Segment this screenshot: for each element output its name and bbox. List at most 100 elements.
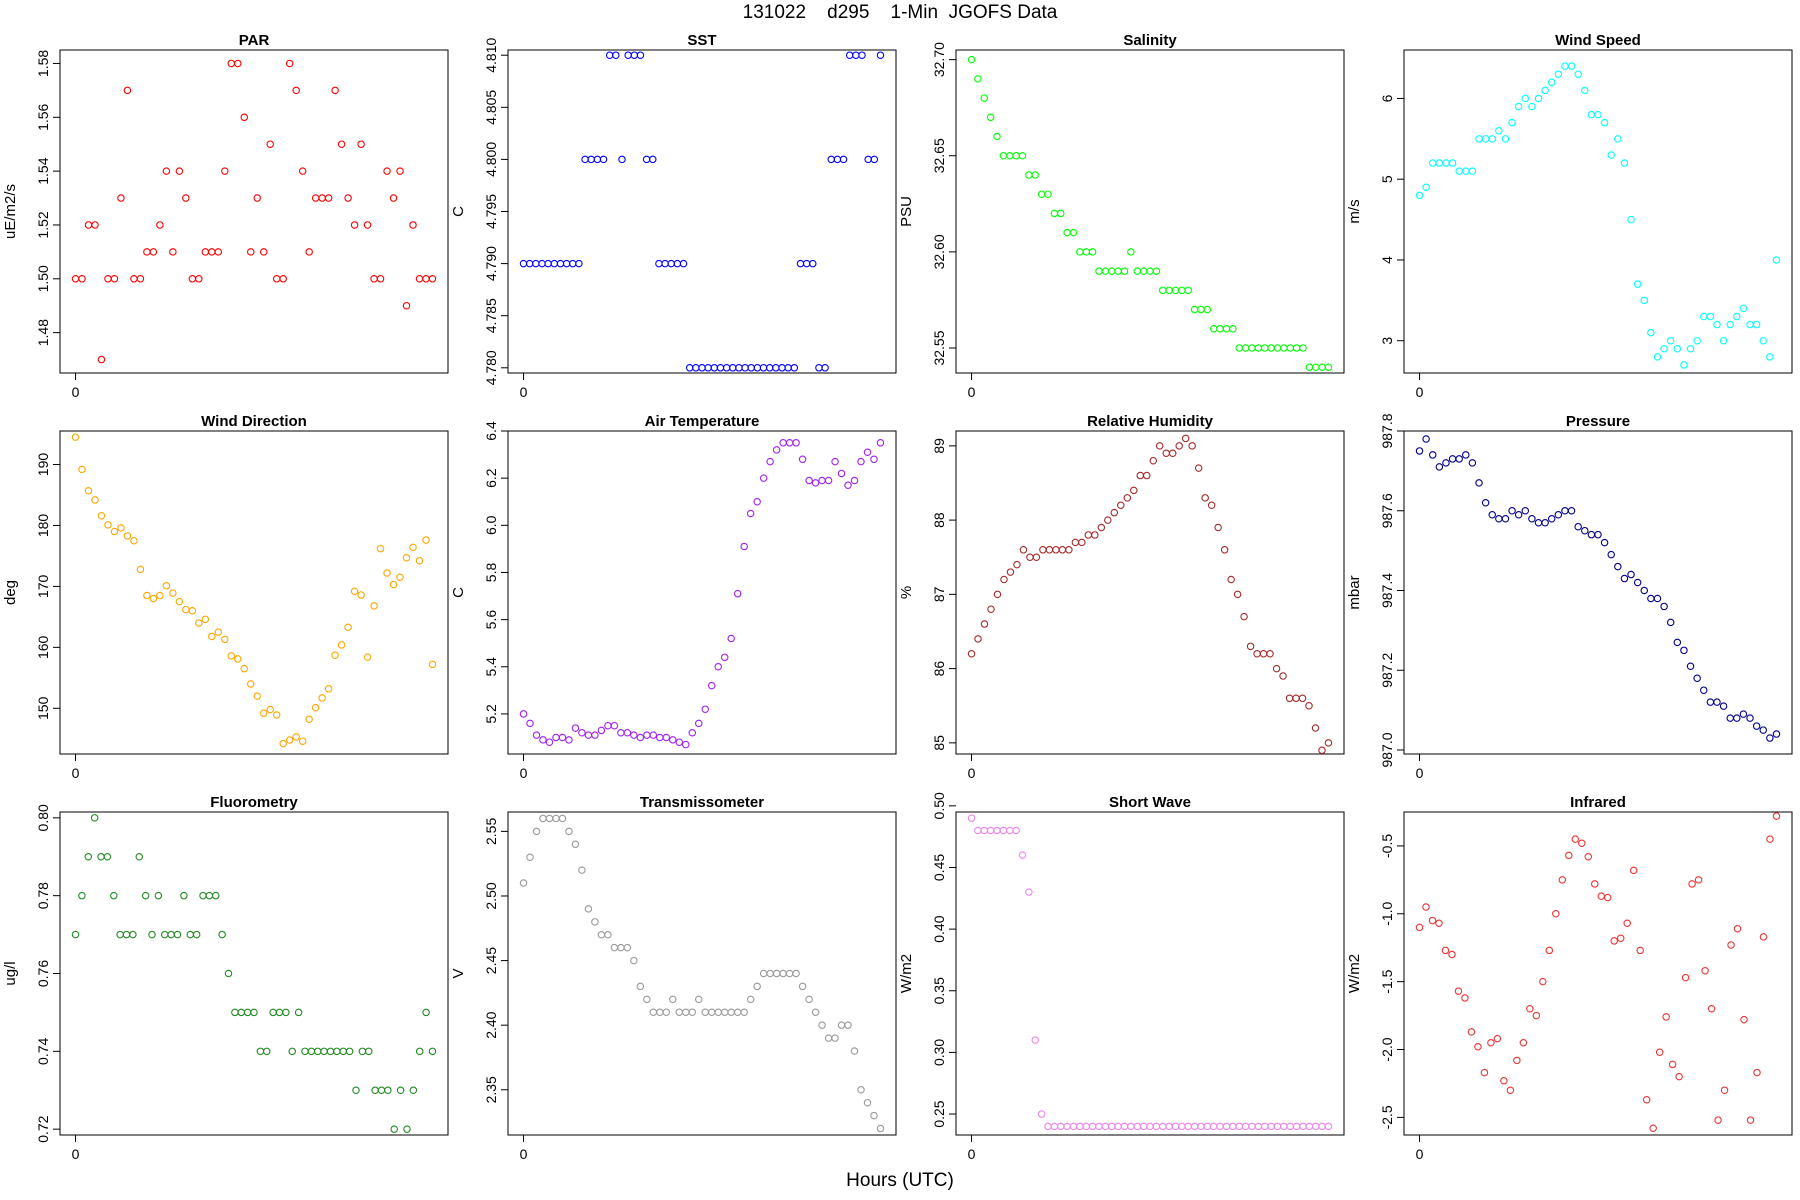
data-point	[1541, 86, 1549, 95]
data-point	[824, 476, 833, 485]
data-point	[655, 259, 663, 268]
data-point	[1534, 94, 1543, 103]
panel-wind-speed: Wind Speed 3 4 5 6 m/s 0	[1346, 32, 1793, 400]
data-point	[1675, 1072, 1683, 1081]
data-point	[214, 628, 223, 636]
data-point	[1552, 910, 1560, 918]
data-point	[967, 55, 976, 64]
data-point	[1006, 826, 1014, 835]
data-point	[1292, 1122, 1301, 1131]
data-point	[1435, 159, 1444, 167]
data-point	[1146, 1122, 1154, 1131]
data-point	[318, 194, 326, 202]
data-point	[682, 1008, 690, 1017]
data-point	[428, 275, 437, 283]
data-point	[532, 827, 541, 836]
data-point	[1528, 514, 1536, 523]
data-point	[1318, 746, 1326, 755]
data-point	[1578, 839, 1586, 847]
data-point	[1152, 1122, 1161, 1131]
data-point	[818, 1021, 826, 1029]
data-point	[1203, 305, 1212, 314]
data-point	[747, 364, 755, 372]
data-point	[993, 590, 1002, 599]
data-point	[587, 155, 595, 164]
data-point	[610, 943, 619, 952]
data-point	[1143, 471, 1151, 480]
x-tick-label: 0	[520, 384, 528, 400]
y-tick-label: 0.35	[931, 977, 947, 1004]
panel-par: PAR 1.48 1.50 1.52 1.54 1.56 1.58 uE/m2/s 0	[2, 32, 449, 400]
panel-title: Salinity	[1123, 32, 1177, 49]
data-point	[1766, 835, 1774, 843]
data-point	[1462, 167, 1470, 175]
data-point	[562, 259, 571, 268]
data-point	[1565, 851, 1573, 860]
data-point	[735, 364, 743, 372]
y-tick-label: 2.40	[483, 1011, 499, 1038]
data-point	[175, 597, 184, 606]
data-point	[161, 930, 169, 939]
data-point	[345, 1047, 354, 1056]
data-point	[1220, 546, 1229, 554]
data-point	[344, 194, 352, 202]
data-point	[1050, 1122, 1059, 1131]
data-point	[1574, 522, 1582, 531]
data-point	[377, 1086, 386, 1094]
data-point	[130, 275, 138, 283]
data-point	[305, 715, 313, 724]
data-point	[371, 1086, 379, 1094]
data-point	[1594, 530, 1602, 539]
data-point	[237, 1008, 246, 1017]
data-point	[1101, 267, 1110, 275]
data-point	[1481, 499, 1490, 507]
data-point	[784, 364, 792, 372]
data-point	[311, 194, 320, 202]
data-point	[1158, 286, 1167, 295]
data-point	[1190, 1122, 1199, 1131]
data-point	[370, 602, 378, 610]
data-point	[1149, 456, 1157, 465]
x-tick-label: 0	[1416, 1146, 1424, 1162]
data-point	[525, 259, 534, 268]
data-point	[269, 1008, 277, 1017]
data-point	[1581, 526, 1589, 535]
data-point	[1714, 1116, 1722, 1124]
data-point	[1623, 919, 1631, 928]
data-point	[538, 259, 546, 268]
data-point	[863, 1098, 872, 1107]
data-point	[980, 620, 989, 628]
data-point	[1766, 353, 1774, 361]
y-tick-label: 0.72	[35, 1115, 51, 1142]
data-point	[1133, 267, 1142, 275]
x-tick-label: 0	[968, 765, 976, 781]
data-point	[662, 733, 671, 742]
data-point	[240, 664, 249, 673]
data-point	[231, 1008, 239, 1017]
data-point	[805, 476, 813, 485]
data-point	[1248, 344, 1256, 352]
data-point	[259, 709, 268, 717]
data-point	[1194, 464, 1203, 472]
data-point	[324, 685, 333, 693]
data-point	[1063, 1122, 1071, 1131]
data-point	[78, 891, 86, 900]
data-point	[850, 476, 859, 485]
data-point	[1495, 127, 1503, 135]
data-point	[617, 729, 625, 737]
data-point	[809, 259, 817, 268]
data-point	[578, 866, 586, 874]
y-tick-label: 2.35	[483, 1076, 499, 1103]
data-point	[136, 275, 145, 283]
data-point	[545, 814, 554, 823]
data-point	[1267, 1122, 1275, 1131]
data-point	[740, 1008, 748, 1017]
data-point	[519, 710, 528, 718]
data-point	[1146, 267, 1154, 275]
panel-title: Relative Humidity	[1087, 413, 1214, 430]
y-tick-label: 0.74	[35, 1037, 51, 1064]
data-point	[135, 853, 144, 861]
y-axis-label: V	[450, 968, 467, 978]
data-point	[863, 448, 872, 456]
data-point	[545, 738, 554, 746]
